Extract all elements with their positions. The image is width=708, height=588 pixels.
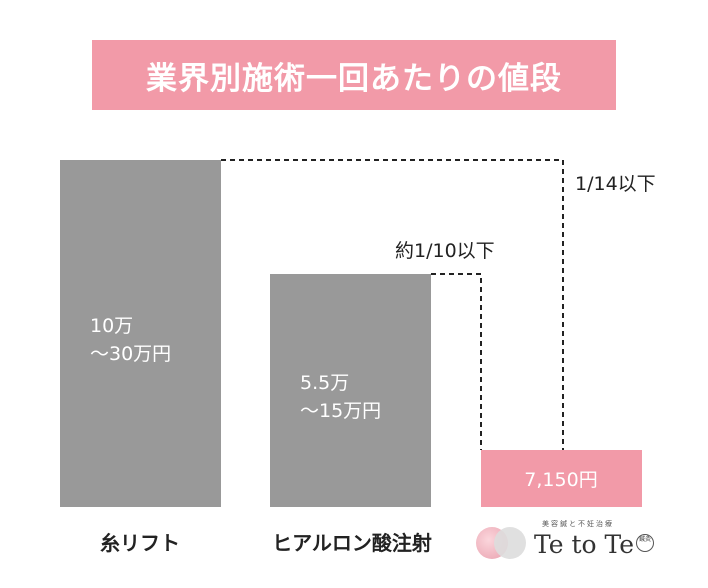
title-banner: 業界別施術一回あたりの値段 — [92, 40, 616, 110]
chart-title: 業界別施術一回あたりの値段 — [146, 60, 562, 97]
bar-thread-lift — [60, 160, 221, 507]
bar-tetote-label: 7,150円 — [524, 469, 597, 491]
logo-brand-text: Te to Te — [534, 530, 635, 559]
annotation-one-tenth: 約1/10以下 — [395, 240, 495, 262]
tetote-logo: 美容鍼と不妊治療 Te to Te 鍼灸 — [476, 518, 686, 568]
comparison-line-1-10 — [431, 273, 482, 450]
category-label-hyaluronic: ヒアルロン酸注射 — [272, 531, 432, 555]
comparison-line-1-14 — [221, 159, 564, 450]
logo-seal-icon: 鍼灸 — [636, 534, 654, 552]
logo-tagline: 美容鍼と不妊治療 — [542, 520, 614, 528]
bar-hyaluronic-label-line1: 5.5万 — [300, 372, 349, 394]
bar-thread-lift-label-line1: 10万 — [90, 315, 133, 337]
category-label-thread-lift: 糸リフト — [100, 531, 180, 555]
bar-thread-lift-label-line2: 〜30万円 — [90, 343, 171, 365]
bar-hyaluronic-injection — [270, 274, 431, 507]
bar-tetote-price — [481, 450, 642, 507]
annotation-one-fourteenth: 1/14以下 — [575, 173, 656, 195]
logo-gray-circle-icon — [494, 527, 526, 559]
bar-hyaluronic-label-line2: 〜15万円 — [300, 400, 381, 422]
